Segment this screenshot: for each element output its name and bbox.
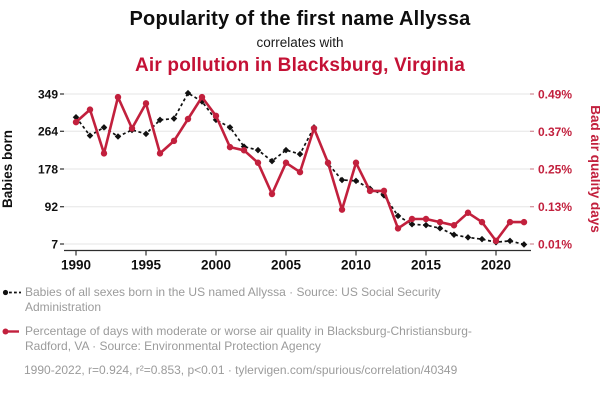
legend-label: Percentage of days with moderate or wors… <box>25 324 472 353</box>
correlated-variable-title: Air pollution in Blacksburg, Virginia <box>134 55 466 76</box>
left-axis-title: Babies born <box>0 130 15 208</box>
data-point-bad-air-quality-days <box>128 125 136 132</box>
data-point-babies-named-allyssa <box>114 133 122 140</box>
data-point-bad-air-quality-days <box>506 218 514 226</box>
data-point-bad-air-quality-days <box>156 150 164 157</box>
data-point-babies-named-allyssa <box>436 224 444 232</box>
legend-item-babies: Babies of all sexes born in the US named… <box>2 285 600 315</box>
data-point-bad-air-quality-days <box>338 206 346 213</box>
data-point-babies-named-allyssa <box>394 212 402 220</box>
data-point-bad-air-quality-days <box>492 237 500 245</box>
data-point-bad-air-quality-days <box>226 143 234 151</box>
right-y-tick-label: 0.49% <box>538 87 572 101</box>
left-y-tick-label: 264 <box>38 125 58 139</box>
data-point-bad-air-quality-days <box>422 215 430 223</box>
data-point-babies-named-allyssa <box>142 130 150 138</box>
right-y-tick-label: 0.37% <box>538 125 572 139</box>
data-point-babies-named-allyssa <box>464 234 472 241</box>
x-tick-label: 2015 <box>411 258 442 273</box>
data-point-babies-named-allyssa <box>170 115 178 122</box>
right-axis-title: Bad air quality days <box>588 105 600 233</box>
data-point-babies-named-allyssa <box>422 221 430 229</box>
data-point-babies-named-allyssa <box>352 177 360 185</box>
data-point-bad-air-quality-days <box>86 106 94 113</box>
data-point-babies-named-allyssa <box>226 124 234 131</box>
right-y-tick-label: 0.13% <box>538 200 572 214</box>
data-point-bad-air-quality-days <box>296 168 304 176</box>
data-point-bad-air-quality-days <box>212 112 220 120</box>
legend-marker-solid-icon <box>2 328 19 335</box>
right-y-tick-label: 0.25% <box>538 162 572 176</box>
data-point-bad-air-quality-days <box>282 159 290 166</box>
data-point-babies-named-allyssa <box>254 146 262 154</box>
data-point-babies-named-allyssa <box>184 89 192 97</box>
data-point-babies-named-allyssa <box>408 221 416 228</box>
data-point-babies-named-allyssa <box>338 176 346 184</box>
connector-text: correlates with <box>256 35 344 50</box>
data-point-babies-named-allyssa <box>520 241 528 248</box>
data-point-babies-named-allyssa <box>156 116 164 124</box>
left-y-tick-label: 349 <box>38 87 58 101</box>
x-tick-label: 1990 <box>61 258 91 273</box>
data-point-bad-air-quality-days <box>310 125 318 132</box>
left-y-tick-label: 178 <box>38 162 58 176</box>
data-point-bad-air-quality-days <box>380 187 388 195</box>
legend: Babies of all sexes born in the US named… <box>0 278 600 378</box>
data-point-bad-air-quality-days <box>72 118 80 126</box>
data-point-bad-air-quality-days <box>170 137 178 145</box>
x-tick-label: 1995 <box>131 258 162 273</box>
chart-header: Popularity of the first name Allyssa cor… <box>0 7 600 78</box>
data-point-bad-air-quality-days <box>324 159 332 166</box>
data-point-bad-air-quality-days <box>240 147 248 154</box>
legend-marker-dashed-icon <box>2 289 21 296</box>
x-tick-label: 2020 <box>481 258 511 273</box>
data-point-bad-air-quality-days <box>436 218 444 226</box>
page-title: Popularity of the first name Allyssa <box>129 8 471 30</box>
footer-stats: 1990-2022, r=0.924, r²=0.853, p<0.01 · t… <box>24 363 458 377</box>
data-point-bad-air-quality-days <box>464 209 472 216</box>
data-point-bad-air-quality-days <box>450 222 458 229</box>
data-point-bad-air-quality-days <box>100 150 108 157</box>
data-point-babies-named-allyssa <box>506 237 514 245</box>
data-point-bad-air-quality-days <box>198 93 206 101</box>
x-tick-label: 2010 <box>341 258 371 273</box>
data-point-bad-air-quality-days <box>114 93 122 101</box>
data-point-babies-named-allyssa <box>86 132 94 139</box>
grid-layer <box>60 93 534 256</box>
data-point-bad-air-quality-days <box>478 218 486 226</box>
data-point-babies-named-allyssa <box>296 150 304 158</box>
x-tick-label: 2005 <box>271 258 302 273</box>
left-y-tick-label: 7 <box>51 237 58 251</box>
right-y-tick-label: 0.01% <box>538 237 572 251</box>
data-point-bad-air-quality-days <box>366 187 374 195</box>
legend-label: Babies of all sexes born in the US named… <box>25 285 441 314</box>
data-point-bad-air-quality-days <box>184 115 192 123</box>
data-point-bad-air-quality-days <box>142 100 150 107</box>
data-point-babies-named-allyssa <box>478 235 486 243</box>
series-layer <box>72 89 528 248</box>
data-point-bad-air-quality-days <box>520 218 528 226</box>
data-point-bad-air-quality-days <box>268 190 276 198</box>
x-tick-label: 2000 <box>201 258 231 273</box>
data-point-bad-air-quality-days <box>408 215 416 223</box>
data-point-babies-named-allyssa <box>100 124 108 131</box>
data-point-bad-air-quality-days <box>254 159 262 166</box>
legend-item-air-quality: Percentage of days with moderate or wors… <box>2 324 600 354</box>
left-y-tick-label: 92 <box>45 200 59 214</box>
data-point-bad-air-quality-days <box>352 159 360 166</box>
data-point-babies-named-allyssa <box>450 231 458 239</box>
data-point-bad-air-quality-days <box>394 225 402 232</box>
tick-layer: 349 0.49% 264 0.37% 178 0.25% 92 0.13% 7 0.01% 199… <box>38 87 572 272</box>
dual-axis-line-chart: 349 0.49% 264 0.37% 178 0.25% 92 0.13% 7 0.01% 199… <box>0 87 600 272</box>
